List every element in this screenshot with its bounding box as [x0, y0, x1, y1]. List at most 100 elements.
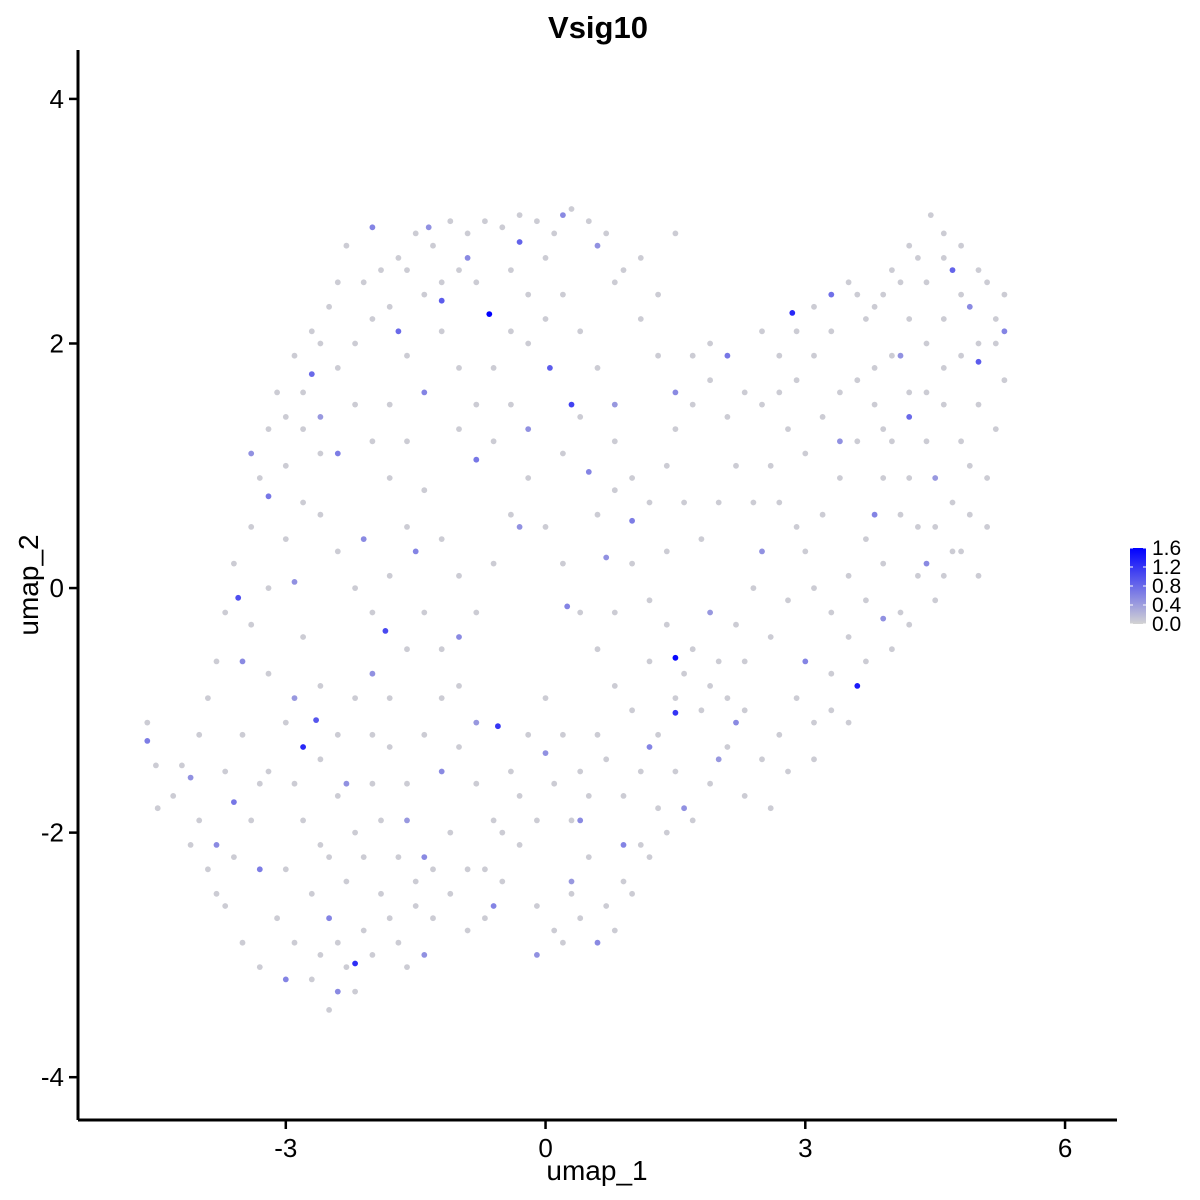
cell-point — [880, 426, 887, 432]
cell-point — [646, 744, 653, 750]
cell-point — [611, 487, 618, 494]
y-axis-ticks: -4 -2 0 2 4 — [41, 84, 78, 1092]
cell-point — [153, 762, 159, 769]
cell-point — [421, 487, 428, 494]
cell-point — [317, 952, 324, 958]
colorbar-tick-label: 0.0 — [1152, 613, 1181, 636]
cell-point — [776, 389, 783, 396]
cell-point — [486, 311, 493, 317]
cell-point — [975, 358, 982, 365]
cell-point — [317, 450, 324, 457]
cell-point — [776, 499, 783, 506]
cell-point — [603, 230, 610, 237]
x-tick-label: 0 — [538, 1133, 552, 1163]
cell-point — [438, 279, 445, 286]
cell-point — [378, 890, 384, 897]
cell-point — [819, 414, 826, 420]
cell-point — [863, 597, 869, 604]
cell-point — [594, 939, 601, 946]
cell-point — [187, 842, 194, 848]
cell-point — [495, 723, 501, 730]
cell-point — [308, 976, 315, 983]
cell-point — [707, 377, 713, 384]
cell-point — [404, 352, 410, 359]
cell-point — [594, 365, 601, 371]
cell-point — [369, 670, 376, 677]
cell-point — [412, 230, 419, 237]
cell-point — [430, 915, 436, 922]
cell-point — [646, 499, 653, 506]
cell-point — [663, 462, 670, 469]
cell-point — [672, 768, 679, 775]
cell-point — [256, 964, 263, 970]
cell-point — [828, 707, 835, 714]
cell-point — [516, 793, 523, 799]
cell-point — [395, 939, 402, 946]
cell-point — [1001, 328, 1008, 335]
colorbar-tick-label: 0.8 — [1152, 575, 1181, 598]
cell-point — [793, 695, 800, 701]
cell-point — [482, 866, 488, 873]
cell-point — [733, 621, 739, 628]
cell-point — [897, 352, 904, 359]
cell-point — [317, 511, 324, 518]
cell-point — [291, 579, 298, 585]
cell-point — [620, 267, 627, 273]
cell-point — [334, 279, 341, 286]
cell-point — [880, 291, 887, 298]
cell-point — [516, 524, 523, 530]
cell-point — [326, 303, 332, 310]
cell-point — [343, 780, 350, 787]
cell-point — [274, 915, 280, 922]
cell-point — [819, 511, 826, 518]
cell-point — [404, 964, 410, 970]
y-tick-label: 2 — [50, 328, 64, 358]
cell-point — [932, 475, 939, 481]
cell-point — [681, 805, 687, 812]
cell-point — [889, 438, 895, 445]
cell-point — [785, 426, 791, 432]
cell-point — [334, 988, 341, 995]
cell-point — [776, 731, 783, 738]
cell-point — [265, 426, 272, 432]
cell-point — [793, 328, 800, 335]
cell-point — [317, 842, 324, 848]
cell-point — [205, 866, 211, 873]
cell-point — [438, 536, 445, 542]
cell-point — [369, 609, 376, 616]
cell-point — [386, 915, 393, 922]
cell-point — [564, 603, 571, 610]
cell-point — [759, 756, 765, 763]
cell-point — [308, 890, 315, 897]
cell-point — [949, 267, 956, 273]
cell-point — [837, 438, 843, 445]
cell-point — [923, 389, 930, 396]
cell-point — [672, 709, 679, 716]
cell-point — [360, 279, 367, 286]
cell-point — [984, 475, 990, 481]
cell-point — [308, 328, 315, 335]
cell-point — [352, 960, 358, 967]
cell-point — [655, 352, 661, 359]
cell-point — [525, 731, 532, 738]
cell-point — [603, 903, 610, 909]
cell-point — [179, 762, 185, 769]
cell-point — [724, 352, 731, 359]
cell-point — [291, 780, 298, 787]
cell-point — [715, 756, 722, 763]
cell-point — [854, 377, 861, 384]
cell-point — [547, 365, 553, 371]
cell-point — [412, 548, 419, 555]
cell-point — [789, 310, 796, 316]
cell-point — [404, 780, 410, 787]
cell-point — [542, 750, 549, 756]
cell-point — [231, 854, 237, 860]
cell-point — [369, 438, 376, 445]
cell-point — [585, 854, 592, 860]
cell-point — [456, 267, 462, 273]
cell-point — [603, 554, 610, 561]
cell-point — [594, 731, 601, 738]
cell-point — [508, 267, 514, 273]
cell-point — [984, 524, 990, 530]
